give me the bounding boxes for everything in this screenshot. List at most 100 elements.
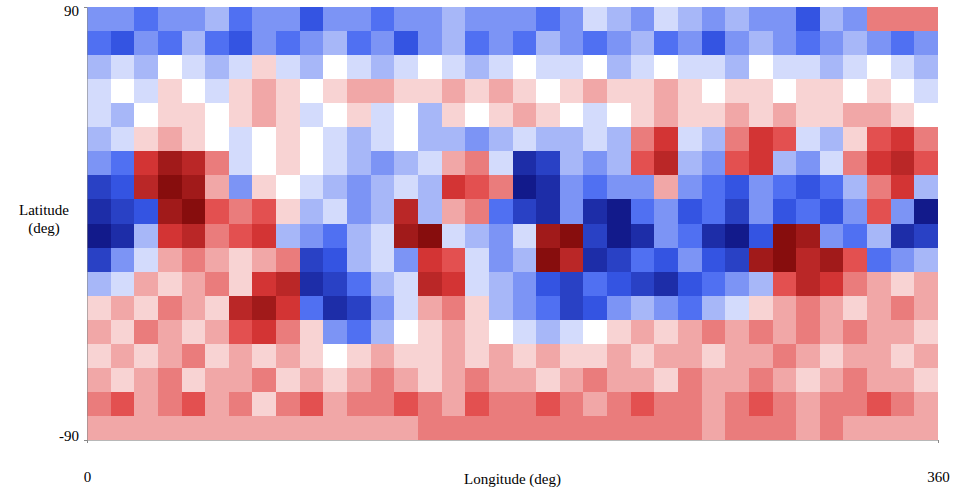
cell [867,392,891,416]
cell [371,199,395,223]
cell [891,296,915,320]
cell [631,31,655,55]
cell [418,392,442,416]
cell [654,31,678,55]
cell [182,31,206,55]
heatmap-cells [87,7,938,440]
cell [489,272,513,296]
cell [371,344,395,368]
cell [891,392,915,416]
cell [371,151,395,175]
cell [607,296,631,320]
cell [536,272,560,296]
cell [536,392,560,416]
cell [276,7,300,31]
cell [843,175,867,199]
cell [843,296,867,320]
cell [654,248,678,272]
cell [134,344,158,368]
cell [134,368,158,392]
cell [607,368,631,392]
cell [394,79,418,103]
cell [465,224,489,248]
cell [607,248,631,272]
cell [820,31,844,55]
cell [820,272,844,296]
cell [300,248,324,272]
cell [843,368,867,392]
cell [323,199,347,223]
cell [347,296,371,320]
cell [891,248,915,272]
cell [796,248,820,272]
cell [134,103,158,127]
cell [891,368,915,392]
cell [773,175,797,199]
cell [513,392,537,416]
cell [252,55,276,79]
cell [820,248,844,272]
cell [702,7,726,31]
cell [536,127,560,151]
cell [371,224,395,248]
cell [607,103,631,127]
cell [111,127,135,151]
cell [702,55,726,79]
cell [867,175,891,199]
cell [371,416,395,440]
cell [300,31,324,55]
cell [300,296,324,320]
cell [347,416,371,440]
cell [678,7,702,31]
cell [323,151,347,175]
cell [891,79,915,103]
cell [158,55,182,79]
cell [631,296,655,320]
cell [867,296,891,320]
cell [631,224,655,248]
cell [796,55,820,79]
cell [678,175,702,199]
cell [631,103,655,127]
cell [654,7,678,31]
cell [583,416,607,440]
cell [134,296,158,320]
cell [134,127,158,151]
cell [843,7,867,31]
chart: -90900360Longitude (deg)Latitude(deg) [0,0,959,491]
cell [465,79,489,103]
cell [418,127,442,151]
cell [111,344,135,368]
cell [300,127,324,151]
cell [773,55,797,79]
cell [418,368,442,392]
cell [229,127,253,151]
cell [773,103,797,127]
cell [583,368,607,392]
cell [442,344,466,368]
tick: 360 [927,440,950,485]
cell [631,416,655,440]
cell [631,7,655,31]
cell [465,7,489,31]
cell [725,127,749,151]
cell [182,416,206,440]
cell [182,79,206,103]
cell [843,199,867,223]
cell [87,7,111,31]
cell [773,344,797,368]
cell [347,7,371,31]
cell [489,392,513,416]
cell [182,127,206,151]
cell [725,79,749,103]
cell [560,7,584,31]
cell [371,320,395,344]
cell [323,272,347,296]
cell [229,248,253,272]
cell [725,55,749,79]
cell [560,31,584,55]
cell [300,272,324,296]
cell [252,344,276,368]
cell [323,416,347,440]
cell [205,7,229,31]
